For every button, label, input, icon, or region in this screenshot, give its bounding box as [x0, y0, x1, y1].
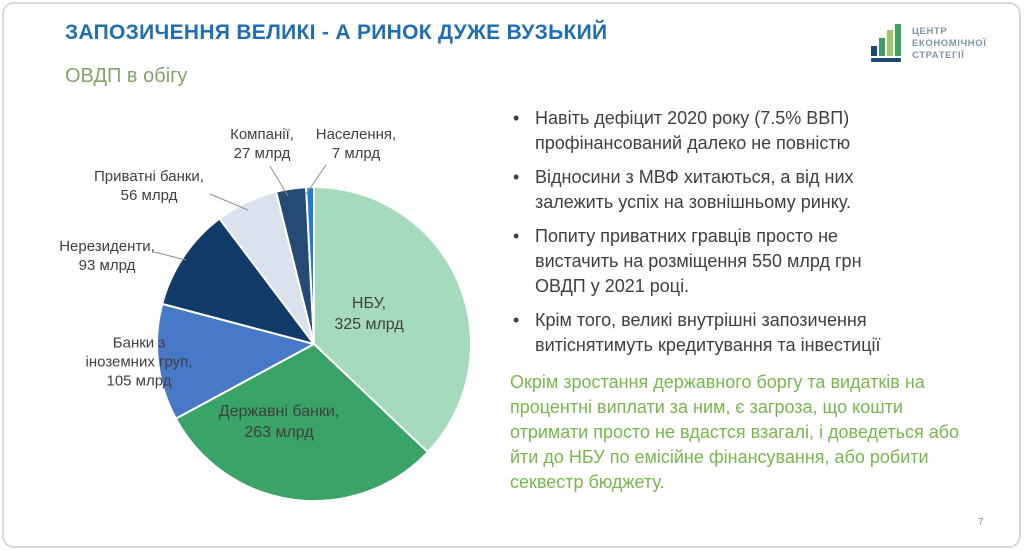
pie-slice-label: Приватні банки, 56 млрд — [73, 167, 225, 205]
pie-slice-value: 325 млрд — [334, 316, 404, 333]
pie-slice-0 — [313, 186, 473, 454]
bullet-item: Крім того, великі внутрішні запозичення … — [510, 308, 902, 358]
org-logo-line: СТРАТЕГІЇ — [912, 49, 965, 61]
pie-slice-label: Населення, 7 млрд — [300, 125, 412, 163]
pie-slice-name: Населення, — [315, 126, 397, 143]
bullet-item: Навіть дефіцит 2020 року (7.5% ВВП) проф… — [510, 106, 902, 156]
pie-slice-label: Державні банки, 263 млрд — [189, 401, 369, 443]
leader-line — [269, 165, 289, 197]
org-logo-line: ЦЕНТР — [912, 25, 948, 37]
pie-slice-value: 93 млрд — [78, 257, 136, 274]
pie-chart-area: НБУ, 325 млрд Державні банки, 263 млрд Банки… — [34, 104, 514, 524]
pie-slice-1 — [174, 343, 429, 502]
bullet-item: Попиту приватних гравців просто не виста… — [510, 224, 902, 299]
pie-slice-name: НБУ, — [351, 295, 387, 312]
bullet-item: Відносини з МВФ хитаються, а від них зал… — [510, 165, 902, 215]
page-title: ЗАПОЗИЧЕННЯ ВЕЛИКІ - А РИНОК ДУЖЕ ВУЗЬКИ… — [65, 21, 608, 44]
org-logo-text: ЦЕНТР ЕКОНОМІЧНОЇ СТРАТЕГІЇ — [912, 26, 986, 62]
pie-slice-label: Нерезиденти, 93 млрд — [41, 237, 173, 275]
pie-slice-label: НБУ, 325 млрд — [304, 293, 434, 335]
pie-chart — [153, 164, 473, 502]
page-number: 7 — [978, 517, 984, 528]
pie-slice-value: 27 млрд — [233, 145, 291, 162]
pie-slice-name: Банки з іноземних груп, — [85, 334, 193, 371]
callout-text: Окрім зростання державного боргу та вида… — [510, 372, 960, 492]
pie-slice-name: Державні банки, — [218, 403, 340, 420]
org-logo: ЦЕНТР ЕКОНОМІЧНОЇ СТРАТЕГІЇ — [870, 18, 986, 69]
pie-slice-name: Нерезиденти, — [59, 238, 155, 255]
pie-slice-2 — [155, 302, 315, 420]
pie-slice-value: 263 млрд — [244, 424, 314, 441]
pie-slice-6 — [305, 186, 315, 345]
pie-slice-value: 7 млрд — [331, 145, 381, 162]
chart-subtitle: ОВДП в обігу — [65, 65, 188, 87]
pie-slice-name: Приватні банки, — [94, 168, 204, 185]
bar-chart-logo-icon — [870, 18, 904, 69]
pie-slice-label: Компанії, 27 млрд — [210, 125, 314, 163]
org-logo-line: ЕКОНОМІЧНОЇ — [912, 37, 987, 49]
bullet-list: Навіть дефіцит 2020 року (7.5% ВВП) проф… — [510, 106, 902, 367]
pie-slice-name: Компанії, — [230, 126, 294, 143]
leader-line — [209, 193, 249, 211]
pie-slice-value: 105 млрд — [106, 372, 172, 390]
leader-line — [305, 164, 327, 195]
pie-slice-value: 56 млрд — [120, 187, 178, 204]
pie-slice-3 — [161, 217, 315, 345]
leader-line — [153, 251, 187, 261]
pie-slice-label: Банки з іноземних груп, 105 млрд — [78, 334, 200, 391]
